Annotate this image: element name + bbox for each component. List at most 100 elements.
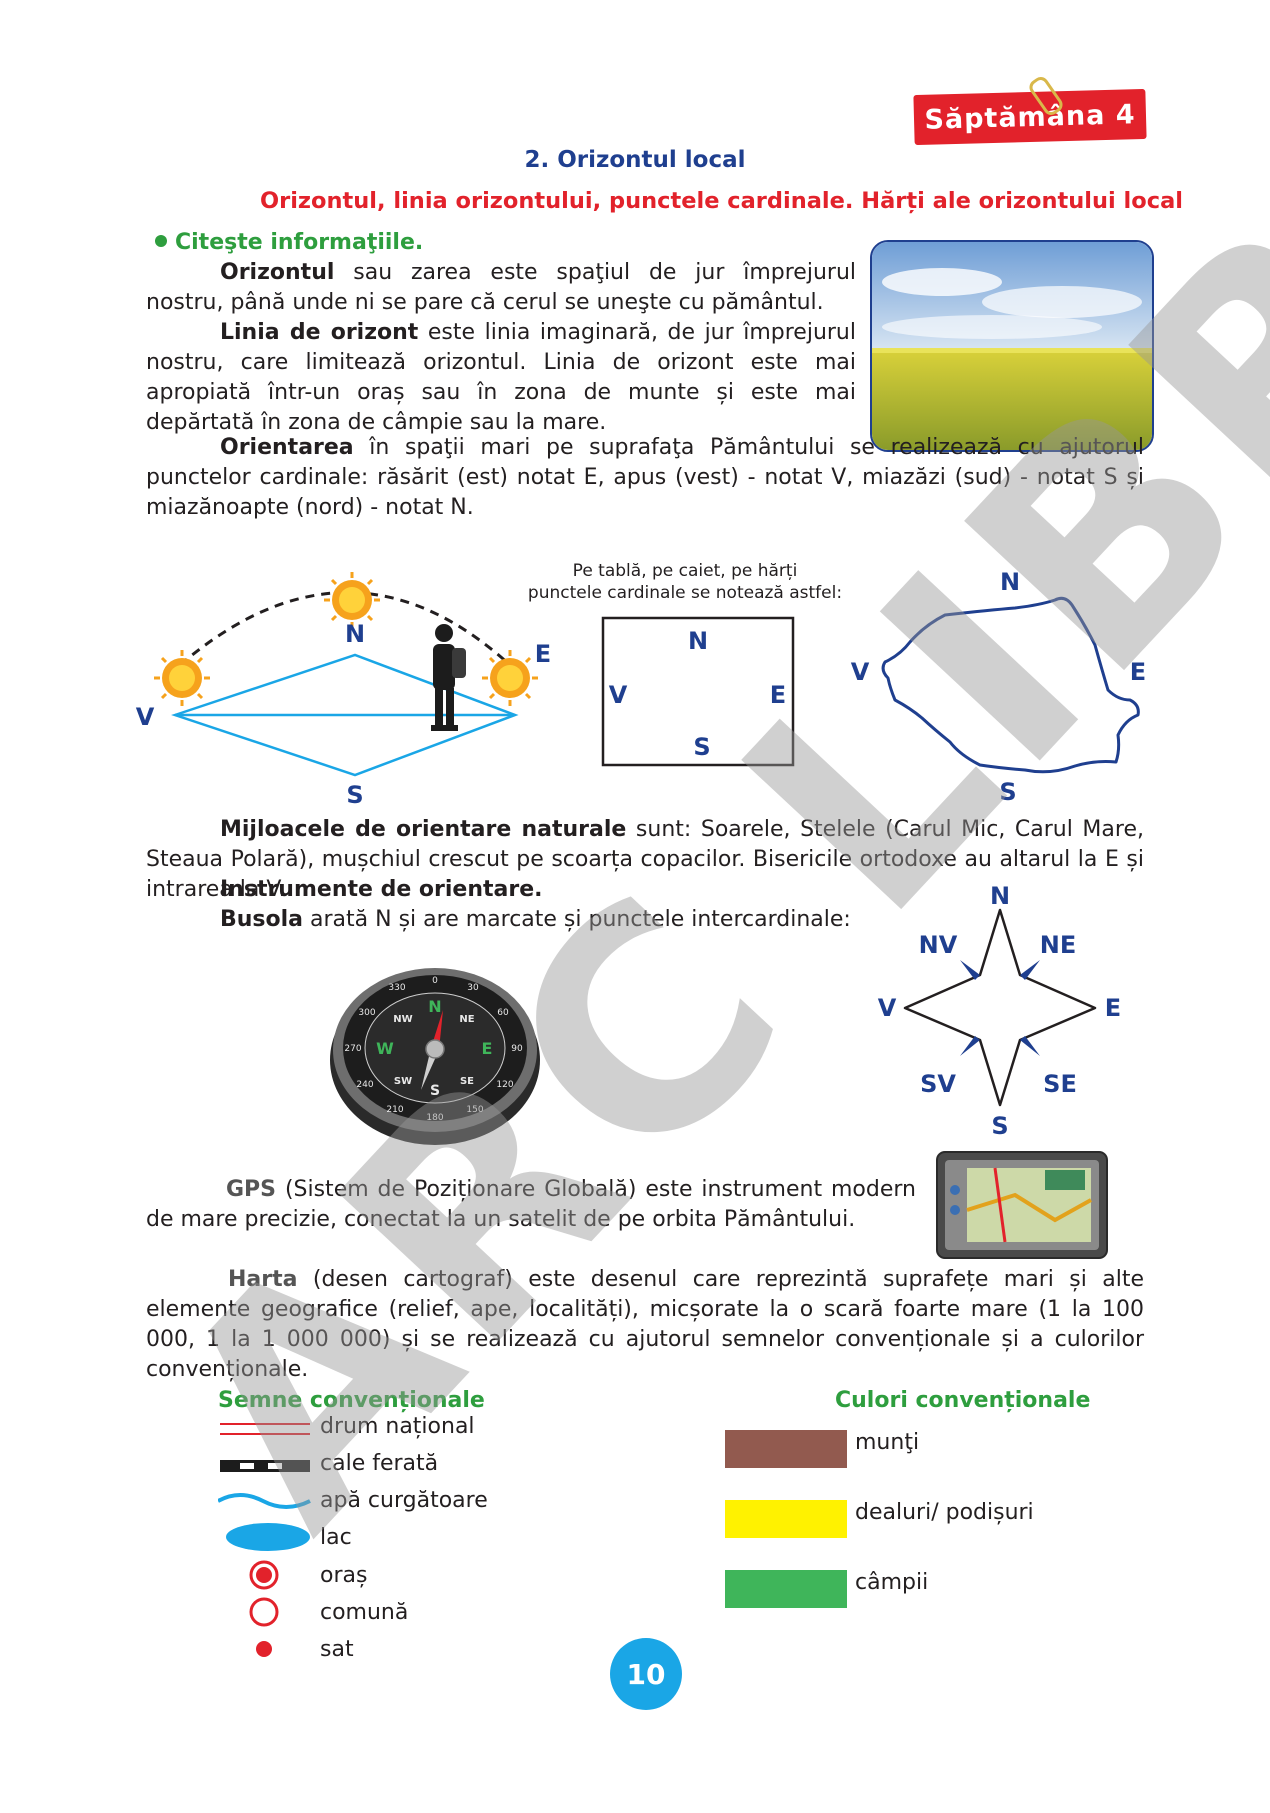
rose-s: S: [991, 1112, 1008, 1140]
chapter-title: 2. Orizontul local: [524, 147, 746, 173]
legend-label-river: apă curgătoare: [320, 1488, 488, 1513]
map-e: E: [1130, 658, 1146, 686]
paragraph-busola: Busola arată N și are marcate și punctel…: [220, 905, 860, 935]
term-linia: Linia de orizont: [220, 320, 419, 345]
legend-label-mountains: munţi: [855, 1430, 920, 1455]
page-number-badge: 10: [610, 1638, 682, 1710]
lake-icon: [226, 1523, 310, 1551]
caption-line-2: punctele cardinale se notează astfel:: [527, 583, 843, 603]
river-icon: [218, 1493, 311, 1509]
legend-label-city: oraș: [320, 1563, 368, 1588]
compass-face-nw: NW: [393, 1014, 412, 1025]
rose-nv: NV: [919, 931, 958, 959]
rose-e: E: [1105, 994, 1121, 1022]
term-orientarea: Orientarea: [220, 435, 354, 460]
compass-rose-diagram: N S E V NV NE SV SE: [878, 882, 1121, 1140]
week-badge: Săptămâna 4: [913, 88, 1147, 146]
swatch-mountains: [725, 1430, 847, 1468]
compass-face-ne: NE: [459, 1014, 474, 1025]
rose-ne: NE: [1040, 931, 1076, 959]
paragraph-mijloace-naturale: Mijloacele de orientare naturale sunt: S…: [146, 815, 1144, 905]
instruction-text: Citeşte informaţiile.: [175, 230, 424, 255]
legend-signs-symbols: [218, 1423, 311, 1657]
box-v: V: [609, 681, 628, 709]
caption-line-1: Pe tablă, pe caiet, pe hărți: [572, 561, 798, 581]
bullet-icon: [155, 235, 167, 247]
compass-degree-120: 120: [496, 1080, 513, 1090]
field-illustration: [872, 242, 1152, 450]
legend-label-lake: lac: [320, 1525, 352, 1550]
term-orizontul: Orizontul: [220, 260, 335, 285]
swatch-hills: [725, 1500, 847, 1538]
compass-degree-150: 150: [466, 1105, 483, 1115]
compass-icon: 0 30 60 90 120 150 180 210 240 270 300 3…: [330, 968, 540, 1145]
compass-degree-0: 0: [432, 976, 438, 986]
city-icon: [249, 1560, 279, 1590]
rose-se: SE: [1043, 1070, 1077, 1098]
p3-text: în spaţii mari pe suprafaţa Pământului s…: [146, 435, 1144, 520]
compass-degree-30: 30: [467, 983, 479, 993]
commune-icon: [249, 1597, 279, 1627]
legend-label-road: drum național: [320, 1414, 475, 1439]
sun-icon-right: [482, 650, 538, 706]
compass-face-sw: SW: [394, 1076, 412, 1087]
compass-degree-300: 300: [358, 1008, 375, 1018]
rose-v: V: [878, 994, 897, 1022]
p6-text: arată N și are marcate și punctele inter…: [303, 907, 851, 932]
compass-degree-60: 60: [497, 1008, 509, 1018]
p4-text: sunt: Soarele, Stelele (Carul Mic, Carul…: [146, 817, 1144, 902]
village-icon: [256, 1641, 272, 1657]
paragraph-orizontul: Orizontul sau zarea este spaţiul de jur …: [146, 258, 856, 318]
box-n: N: [688, 627, 708, 655]
sun-diagram-s: S: [346, 781, 363, 809]
map-v: V: [851, 658, 870, 686]
notation-caption: Pe tablă, pe caiet, pe hărți punctele ca…: [520, 560, 850, 604]
legend-label-commune: comună: [320, 1600, 409, 1625]
compass-face-n: N: [428, 997, 441, 1016]
legend-label-hills: dealuri/ podișuri: [855, 1500, 1034, 1525]
paragraph-linia-de-orizont: Linia de orizont este linia imaginară, d…: [146, 318, 856, 438]
notation-box: N S V E: [601, 616, 795, 767]
paragraph-harta: Harta (desen cartograf) este desenul car…: [146, 1265, 1144, 1385]
sun-diagram-v: V: [136, 703, 155, 731]
compass-degree-180: 180: [426, 1113, 443, 1123]
legend-label-railway: cale ferată: [320, 1451, 439, 1476]
swatch-plains: [725, 1570, 847, 1608]
week-label: Săptămâna 4: [924, 98, 1136, 136]
compass-face-s: S: [430, 1083, 440, 1099]
hiker-icon: [431, 624, 466, 731]
field-photo: [870, 240, 1154, 452]
compass-face-e: E: [482, 1039, 493, 1058]
page-number: 10: [626, 1657, 666, 1691]
sun-icon-left: [154, 650, 210, 706]
legend-signs-title: Semne convenționale: [218, 1388, 485, 1413]
rose-n: N: [990, 882, 1010, 910]
national-road-icon: [220, 1423, 310, 1435]
rose-sv: SV: [920, 1070, 956, 1098]
sun-diagram-e: E: [535, 640, 550, 668]
sun-icon-top: [324, 572, 380, 628]
compass-degree-240: 240: [356, 1080, 373, 1090]
sun-path-diagram: N S V E: [136, 572, 550, 809]
term-instrumente: Instrumente de orientare.: [220, 877, 543, 902]
compass-degree-210: 210: [386, 1105, 403, 1115]
term-harta: Harta: [228, 1267, 298, 1292]
box-s: S: [693, 733, 710, 761]
lesson-subtitle: Orizontul, linia orizontului, punctele c…: [260, 188, 1183, 214]
instruction: Citeşte informaţiile.: [155, 230, 423, 255]
p2-text: este linia imaginară, de jur împrejurul …: [146, 320, 856, 435]
p7-text: (Sistem de Poziționare Globală) este ins…: [146, 1177, 916, 1232]
compass-face-se: SE: [460, 1076, 474, 1087]
paragraph-gps: GPS (Sistem de Poziționare Globală) este…: [146, 1175, 916, 1235]
compass-face-w: W: [376, 1039, 394, 1058]
p8-text: (desen cartograf) este desenul care repr…: [146, 1267, 1144, 1382]
p1-text: sau zarea este spaţiul de jur împrejurul…: [146, 260, 856, 315]
compass-degree-90: 90: [511, 1044, 523, 1054]
compass-degree-330: 330: [388, 983, 405, 993]
term-gps: GPS: [226, 1177, 277, 1202]
gps-device-icon: [936, 1151, 1108, 1259]
box-e: E: [770, 681, 786, 709]
map-s: S: [999, 778, 1016, 806]
term-mijloace: Mijloacele de orientare naturale: [220, 817, 627, 842]
sun-diagram-n: N: [345, 620, 365, 648]
